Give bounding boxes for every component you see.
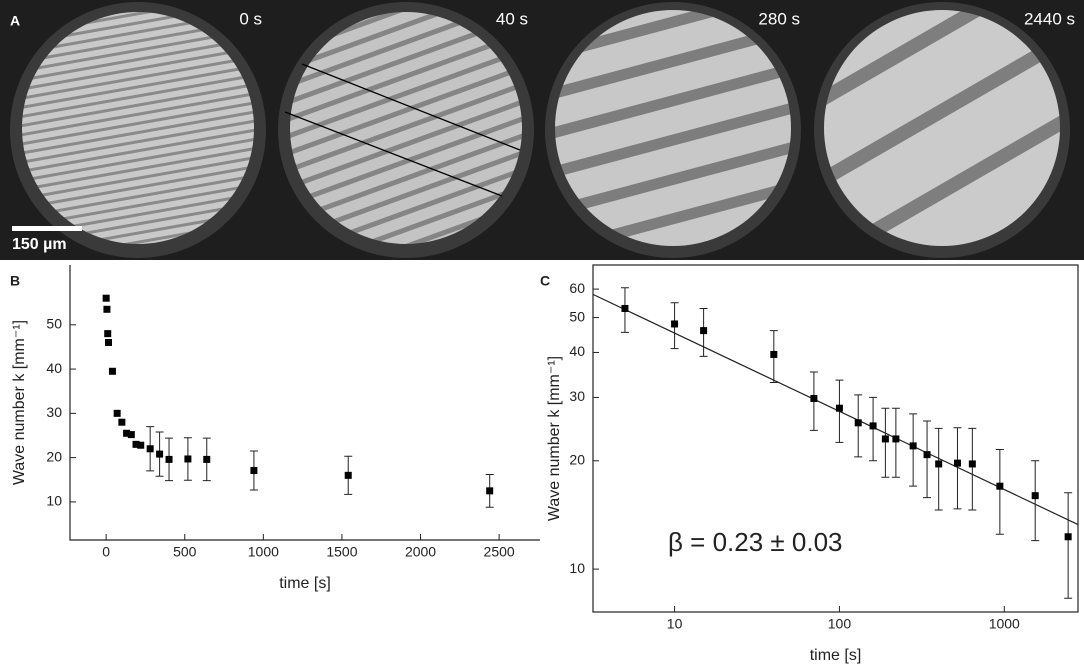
data-point — [835, 404, 843, 412]
error-bar — [953, 427, 962, 510]
x-tick-label: 100 — [828, 616, 852, 632]
panel-label: B — [10, 273, 20, 289]
data-point — [184, 455, 192, 463]
data-point — [108, 367, 116, 375]
y-tick-label: 20 — [569, 451, 585, 467]
data-point — [486, 487, 494, 495]
data-point — [137, 441, 145, 449]
micrographs — [10, 2, 1070, 258]
pattern-image — [555, 10, 791, 246]
error-bar — [1031, 460, 1040, 542]
error-bar — [1064, 492, 1073, 599]
data-point — [770, 350, 778, 358]
y-tick-label: 10 — [569, 560, 585, 576]
data-point — [146, 445, 154, 453]
data-point — [165, 455, 173, 463]
guide-line — [284, 111, 503, 197]
time-label: 280 s — [758, 9, 800, 28]
y-tick-label: 50 — [569, 308, 585, 324]
data-point — [909, 442, 917, 450]
time-label: 0 s — [239, 9, 262, 28]
time-label: 40 s — [496, 9, 528, 28]
x-tick-label: 0 — [102, 544, 110, 560]
pattern-image — [22, 12, 254, 244]
data-point — [1064, 533, 1072, 541]
x-tick-label: 10 — [667, 616, 683, 632]
y-tick-label: 60 — [569, 280, 585, 296]
data-point — [935, 460, 943, 468]
data-point — [250, 466, 258, 474]
error-bar — [891, 407, 900, 478]
annotation: β = 0.23 ± 0.03 — [668, 527, 843, 557]
data-point — [869, 422, 877, 430]
x-tick-label: 1000 — [989, 616, 1020, 632]
x-tick-label: 2500 — [484, 544, 515, 560]
error-bar — [934, 427, 943, 511]
data-point — [123, 429, 131, 437]
data-point — [113, 409, 121, 417]
x-tick-label: 2000 — [405, 544, 436, 560]
data-point — [1031, 492, 1039, 500]
fit-line — [592, 293, 1079, 526]
error-bar — [995, 448, 1004, 535]
y-tick-label: 50 — [46, 315, 62, 331]
y-axis-label: Wave number k [mm⁻¹] — [11, 320, 28, 485]
data-point — [102, 294, 110, 302]
y-axis-label: Wave number k [mm⁻¹] — [546, 356, 563, 521]
scale-bar — [12, 226, 82, 231]
data-point — [127, 431, 135, 439]
data-point — [105, 338, 113, 346]
error-bar — [968, 427, 977, 511]
pattern-image — [824, 10, 1060, 246]
y-tick-label: 40 — [569, 343, 585, 359]
data-point — [996, 482, 1004, 490]
panel-label: A — [10, 13, 20, 29]
plot-frame — [592, 264, 1079, 613]
y-tick-label: 30 — [569, 388, 585, 404]
error-bar — [909, 413, 918, 487]
data-point — [810, 394, 818, 402]
data-point — [968, 460, 976, 468]
data-point — [892, 435, 900, 443]
data-point — [671, 320, 679, 328]
data-point — [103, 305, 111, 313]
data-point — [953, 459, 961, 467]
scale-bar-label: 150 µm — [12, 236, 67, 253]
y-tick-label: 20 — [46, 448, 62, 464]
error-bar — [881, 407, 890, 478]
data-point — [132, 440, 140, 448]
y-tick-label: 30 — [46, 404, 62, 420]
y-tick-label: 40 — [46, 360, 62, 376]
panel-label: C — [540, 273, 550, 289]
x-axis-label: time [s] — [810, 647, 862, 664]
x-axis-label: time [s] — [279, 575, 331, 592]
pattern-image — [290, 12, 522, 244]
data-point — [104, 330, 112, 338]
data-point — [854, 419, 862, 427]
data-point — [344, 471, 352, 479]
y-tick-label: 10 — [46, 493, 62, 509]
time-label: 2440 s — [1024, 9, 1075, 28]
data-point — [203, 455, 211, 463]
axes — [69, 265, 540, 541]
data-point — [118, 418, 126, 426]
data-point — [700, 327, 708, 335]
data-point — [881, 435, 889, 443]
x-tick-label: 500 — [173, 544, 197, 560]
data-point — [923, 451, 931, 459]
error-bar — [923, 420, 932, 499]
data-point — [156, 450, 164, 458]
x-tick-label: 1500 — [326, 544, 357, 560]
data-point — [621, 304, 629, 312]
guide-line — [301, 63, 521, 151]
x-tick-label: 1000 — [248, 544, 279, 560]
